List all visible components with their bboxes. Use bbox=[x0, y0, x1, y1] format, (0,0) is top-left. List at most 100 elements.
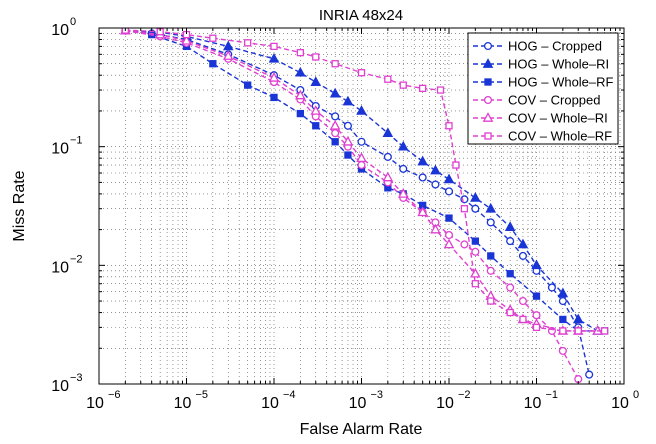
legend-label: COV – Whole–RF bbox=[508, 129, 612, 144]
series-point bbox=[397, 140, 409, 151]
legend-label: HOG – Cropped bbox=[508, 39, 602, 54]
series-point bbox=[312, 122, 320, 130]
series-point bbox=[329, 87, 341, 98]
series-point bbox=[342, 95, 354, 106]
legend-label: COV – Cropped bbox=[508, 93, 601, 108]
x-tick-label-exponent: −2 bbox=[458, 389, 471, 401]
series-point bbox=[559, 327, 567, 335]
series-point bbox=[331, 112, 340, 121]
x-tick-label-exponent: −3 bbox=[371, 389, 384, 401]
series-point bbox=[312, 53, 320, 61]
series-point bbox=[209, 60, 217, 68]
series-point bbox=[574, 327, 582, 335]
legend-label: HOG – Whole–RF bbox=[508, 75, 614, 90]
x-tick-label: 10 bbox=[436, 395, 454, 412]
y-tick-label-exponent: −1 bbox=[70, 135, 83, 147]
series-point bbox=[244, 39, 252, 47]
series-point bbox=[222, 40, 234, 51]
y-axis-label: Miss Rate bbox=[11, 170, 28, 241]
series-point bbox=[342, 135, 354, 146]
series-point bbox=[418, 173, 427, 182]
x-tick-label: 10 bbox=[261, 395, 279, 412]
series-point bbox=[430, 223, 441, 234]
series-point bbox=[559, 315, 567, 324]
y-tick-label-exponent: −3 bbox=[70, 372, 83, 384]
y-tick-label: 10 bbox=[51, 259, 69, 276]
series-point bbox=[558, 297, 567, 306]
series-point bbox=[486, 266, 495, 275]
y-tick-label-exponent: 0 bbox=[70, 16, 76, 28]
series-point bbox=[417, 155, 428, 166]
series-point bbox=[310, 76, 322, 86]
series-point bbox=[547, 283, 556, 292]
y-tick-label: 10 bbox=[51, 22, 69, 39]
series-point bbox=[397, 188, 409, 198]
legend-item-1: HOG – Cropped bbox=[473, 39, 602, 54]
series-point bbox=[382, 171, 394, 182]
series-point bbox=[506, 237, 515, 246]
series-point bbox=[295, 89, 306, 100]
series-point bbox=[572, 313, 584, 324]
series-point bbox=[436, 86, 445, 94]
series-point bbox=[399, 81, 407, 89]
x-axis-label: False Alarm Rate bbox=[300, 421, 423, 438]
series-point bbox=[471, 204, 480, 213]
series-point bbox=[471, 237, 479, 245]
series-point bbox=[383, 152, 392, 161]
legend-marker bbox=[483, 95, 493, 105]
series-line bbox=[125, 29, 605, 332]
legend-item-2: HOG – Whole–RI bbox=[473, 57, 609, 72]
x-tick-label-exponent: −1 bbox=[546, 389, 559, 401]
series-point bbox=[430, 164, 441, 175]
series-point bbox=[532, 311, 541, 320]
series-point bbox=[518, 297, 527, 306]
series-point bbox=[384, 75, 392, 83]
y-tick-label: 10 bbox=[51, 378, 69, 395]
series-point bbox=[382, 127, 394, 137]
series-point bbox=[356, 105, 367, 115]
series-point bbox=[331, 129, 340, 138]
series-point bbox=[331, 60, 339, 68]
series-point bbox=[244, 81, 252, 89]
series-point bbox=[222, 50, 234, 60]
series-point bbox=[460, 240, 469, 249]
series-point bbox=[356, 152, 367, 163]
chart-title: INRIA 48x24 bbox=[319, 7, 403, 24]
series-point bbox=[532, 323, 541, 332]
series-point bbox=[558, 346, 567, 355]
series-point bbox=[557, 287, 569, 298]
series-point bbox=[310, 105, 322, 115]
series-point bbox=[600, 327, 609, 335]
series-point bbox=[487, 297, 495, 305]
series-point bbox=[519, 315, 527, 324]
series-point bbox=[357, 160, 366, 170]
series-point bbox=[399, 164, 408, 173]
x-tick-label-exponent: −6 bbox=[108, 389, 121, 401]
series-point bbox=[517, 238, 529, 249]
x-tick-label: 10 bbox=[174, 395, 192, 412]
x-tick-label: 10 bbox=[611, 395, 629, 412]
series-point bbox=[431, 180, 440, 189]
series-point bbox=[443, 173, 455, 184]
y-tick-label-exponent: −2 bbox=[70, 253, 83, 265]
series-point bbox=[417, 206, 428, 217]
series-point bbox=[445, 122, 453, 130]
series-point bbox=[443, 238, 455, 249]
series-point bbox=[506, 283, 515, 292]
series-point bbox=[470, 192, 481, 202]
series-point bbox=[331, 138, 339, 146]
series-point bbox=[268, 52, 280, 63]
series-point bbox=[329, 119, 341, 130]
series-point bbox=[445, 214, 453, 222]
series-point bbox=[270, 93, 278, 102]
legend-item-4: COV – Cropped bbox=[473, 93, 601, 108]
series-point bbox=[518, 251, 527, 260]
series-point bbox=[460, 205, 469, 213]
series-point bbox=[357, 137, 366, 146]
legend-marker bbox=[484, 132, 492, 140]
series-point bbox=[268, 72, 280, 82]
x-tick-labels: 10 −6 10 −5 10 −4 10 −3 10 −2 10 −1 10 0 bbox=[86, 389, 639, 412]
x-tick-label: 10 bbox=[524, 395, 542, 412]
